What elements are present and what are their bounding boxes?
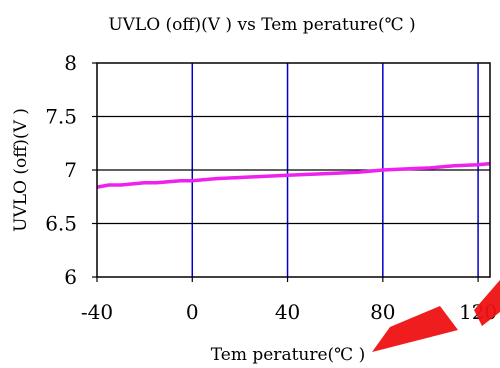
y-tick-labels: 6 6.5 7 7.5 8 [45,51,97,289]
y-tick-label: 7.5 [45,105,77,129]
y-tick-label: 7 [64,158,77,182]
x-tick-label: -40 [81,300,113,324]
x-tick-label: 0 [186,300,199,324]
x-axis-label: Tem perature(℃ ) [211,345,365,365]
x-tick-label: 40 [275,300,300,324]
stamp-stroke [474,280,500,326]
series-line [96,161,491,189]
grid-lines [97,63,490,277]
y-tick-label: 6.5 [45,212,77,236]
y-axis-label: UVLO (off)(V ) [11,108,31,232]
x-tick-label: 80 [370,300,395,324]
series-layer [96,161,491,189]
y-tick-label: 8 [64,51,77,75]
chart-title: UVLO (off)(V ) vs Tem perature(℃ ) [108,15,415,35]
watermark-stamp [372,280,500,352]
stamp-stroke [372,306,458,352]
y-tick-label: 6 [64,265,77,289]
